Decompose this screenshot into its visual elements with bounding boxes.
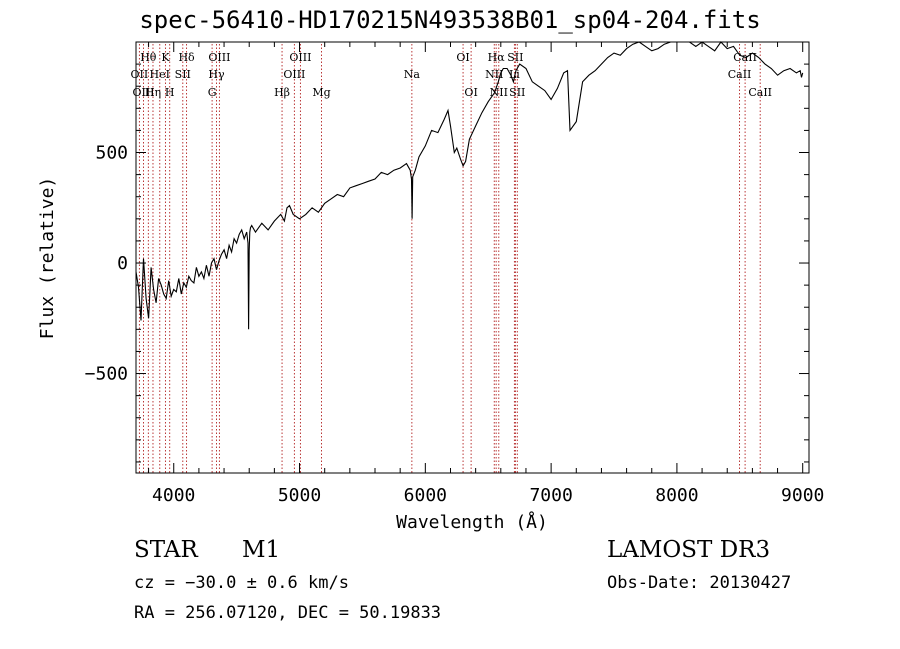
- marker-label-k: K: [161, 51, 170, 64]
- marker-label-oii: OII: [131, 68, 149, 81]
- marker-label-hδ: Hδ: [178, 51, 195, 64]
- marker-label-hα: Hα: [488, 51, 506, 64]
- marker-label-caii: CaII: [728, 68, 752, 81]
- x-tick-label: 4000: [152, 485, 195, 506]
- plot-frame: [135, 41, 810, 474]
- marker-label-oiii: OIII: [208, 51, 230, 64]
- marker-label-hβ: Hβ: [274, 86, 290, 99]
- marker-label-sii: SII: [507, 51, 523, 64]
- marker-label-hγ: Hγ: [208, 68, 225, 81]
- x-tick-label: 9000: [781, 485, 824, 506]
- marker-label-mg: Mg: [312, 86, 330, 99]
- observation-date: Obs-Date: 20130427: [607, 573, 792, 593]
- marker-label-hη: Hη: [145, 86, 161, 99]
- marker-label-nii: NII: [490, 86, 508, 99]
- redshift-cz: cz = −30.0 ± 0.6 km/s: [134, 573, 349, 593]
- marker-label-g: G: [208, 86, 217, 99]
- y-tick-label: 0: [117, 253, 128, 274]
- line-marker-labels: HθOIIOIIIHηHeIKHSIIHδGHγOIIIHβOIIIOIIIMg…: [131, 51, 772, 99]
- x-tick-label: 6000: [404, 485, 447, 506]
- x-tick-label: 5000: [278, 485, 321, 506]
- marker-label-hθ: Hθ: [140, 51, 157, 64]
- marker-label-sii: SII: [175, 68, 191, 81]
- line-markers: [138, 44, 761, 473]
- spectrum-line: [135, 41, 804, 330]
- marker-label-oiii: OIII: [289, 51, 311, 64]
- ra-dec-coordinates: RA = 256.07120, DEC = 50.19833: [134, 603, 442, 623]
- y-tick-label: −500: [85, 364, 128, 385]
- y-tick-label: 500: [95, 143, 128, 164]
- x-axis-ticks: 4000 5000 6000 7000 8000 9000: [148, 42, 824, 506]
- x-tick-label: 8000: [655, 485, 698, 506]
- marker-label-sii: SII: [509, 86, 525, 99]
- x-axis-label: Wavelength (Å): [396, 511, 548, 533]
- marker-label-nii: NII: [485, 68, 503, 81]
- marker-label-na: Na: [404, 68, 421, 81]
- marker-label-h: H: [165, 86, 175, 99]
- chart-title: spec-56410-HD170215N493538B01_sp04-204.f…: [139, 6, 761, 34]
- marker-label-oi: OI: [464, 86, 477, 99]
- marker-label-oiii: OIII: [133, 86, 155, 99]
- y-axis-label: Flux (relative): [37, 177, 58, 340]
- marker-label-oiii: OIII: [283, 68, 305, 81]
- marker-label-oi: OI: [456, 51, 469, 64]
- object-class: STAR: [134, 537, 198, 563]
- marker-label-caii: CaII: [748, 86, 772, 99]
- object-subclass: M1: [242, 537, 281, 563]
- marker-label-hei: HeI: [150, 68, 170, 81]
- y-axis-ticks: −500 0 500: [85, 63, 809, 463]
- x-tick-label: 7000: [529, 485, 572, 506]
- survey-name: LAMOST DR3: [607, 537, 771, 563]
